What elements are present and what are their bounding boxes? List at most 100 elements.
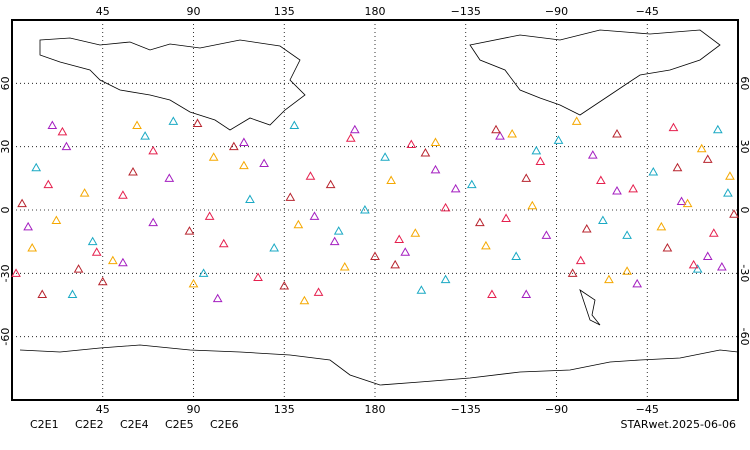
data-point bbox=[188, 278, 199, 288]
data-point bbox=[118, 257, 128, 267]
data-point bbox=[259, 158, 269, 168]
data-point bbox=[400, 247, 411, 256]
data-point bbox=[575, 255, 586, 265]
data-point bbox=[228, 141, 239, 151]
data-point bbox=[466, 179, 477, 189]
data-point bbox=[57, 126, 68, 136]
data-point bbox=[309, 211, 320, 220]
data-point bbox=[184, 226, 195, 235]
x-tick-label-top: 135 bbox=[274, 5, 295, 18]
data-point bbox=[349, 124, 360, 134]
data-point bbox=[325, 179, 336, 189]
data-point bbox=[491, 124, 501, 134]
data-point bbox=[676, 196, 687, 206]
data-point bbox=[622, 266, 632, 275]
data-point bbox=[239, 137, 249, 146]
data-point bbox=[511, 251, 522, 260]
data-point bbox=[148, 217, 159, 227]
data-point bbox=[43, 179, 54, 189]
x-tick-label: −45 bbox=[636, 403, 659, 416]
data-point bbox=[313, 287, 324, 296]
data-point bbox=[612, 128, 622, 138]
data-point bbox=[501, 213, 511, 222]
data-point bbox=[329, 236, 340, 246]
data-point bbox=[632, 278, 643, 288]
data-point bbox=[430, 164, 441, 174]
x-tick-label-top: −90 bbox=[545, 5, 568, 18]
data-point bbox=[87, 236, 98, 246]
data-point bbox=[708, 228, 719, 237]
data-point bbox=[531, 145, 542, 155]
data-point bbox=[31, 162, 42, 172]
data-point bbox=[51, 215, 62, 225]
data-point bbox=[17, 198, 27, 208]
data-point bbox=[587, 150, 598, 159]
y-tick-label: 60 bbox=[0, 76, 12, 90]
data-point bbox=[440, 202, 451, 212]
data-point bbox=[535, 156, 546, 165]
data-point bbox=[289, 120, 300, 130]
data-point bbox=[416, 285, 427, 294]
data-point bbox=[386, 175, 396, 184]
data-point bbox=[622, 230, 632, 239]
x-tick-label-top: 180 bbox=[365, 5, 386, 18]
data-point bbox=[380, 152, 390, 161]
data-point bbox=[128, 166, 138, 176]
data-point bbox=[333, 226, 344, 235]
data-point bbox=[212, 293, 223, 303]
data-point bbox=[279, 280, 290, 290]
data-point bbox=[420, 147, 431, 157]
y-tick-label: 30 bbox=[0, 140, 12, 154]
legend: C2E1 C2E2 C2E4 C2E5 C2E6 bbox=[30, 418, 239, 431]
data-point bbox=[581, 223, 592, 233]
data-point bbox=[712, 124, 723, 134]
data-point bbox=[168, 116, 179, 125]
data-point bbox=[192, 118, 203, 127]
data-point bbox=[541, 230, 552, 239]
data-point bbox=[717, 261, 727, 271]
data-point bbox=[723, 188, 733, 197]
data-point bbox=[360, 204, 370, 214]
data-point bbox=[370, 251, 380, 260]
data-point bbox=[140, 131, 150, 140]
data-point bbox=[648, 166, 659, 176]
data-point bbox=[269, 242, 280, 252]
legend-entry: C2E1 bbox=[30, 418, 59, 431]
data-point bbox=[729, 209, 739, 218]
data-point bbox=[725, 171, 735, 180]
x-tick-label: 135 bbox=[274, 403, 295, 416]
y-tick-label-right: -30 bbox=[738, 264, 750, 282]
data-point bbox=[692, 264, 703, 273]
y-tick-label-right: 30 bbox=[738, 140, 750, 154]
x-tick-label-top: 90 bbox=[187, 5, 201, 18]
data-point bbox=[521, 289, 532, 298]
data-point bbox=[481, 240, 491, 250]
data-point bbox=[67, 289, 78, 298]
data-point bbox=[598, 215, 608, 225]
data-point bbox=[507, 128, 517, 138]
data-point bbox=[253, 272, 263, 282]
data-point bbox=[118, 190, 128, 199]
data-point bbox=[218, 238, 229, 248]
legend-entry: C2E5 bbox=[165, 418, 194, 431]
y-tick-label: 0 bbox=[0, 207, 12, 214]
data-point bbox=[299, 295, 310, 305]
x-tick-label: −90 bbox=[545, 403, 568, 416]
data-point bbox=[73, 264, 84, 273]
data-point bbox=[567, 268, 578, 277]
x-tick-label: −135 bbox=[451, 403, 481, 416]
data-point bbox=[662, 242, 673, 252]
y-tick-label: -30 bbox=[0, 264, 12, 282]
data-point bbox=[285, 192, 296, 201]
data-point bbox=[410, 228, 421, 237]
data-point bbox=[628, 183, 638, 193]
legend-entry: C2E6 bbox=[210, 418, 239, 431]
data-point bbox=[672, 162, 683, 172]
data-point bbox=[682, 198, 693, 208]
data-point bbox=[204, 211, 215, 220]
data-point bbox=[696, 143, 707, 153]
x-tick-label-top: −45 bbox=[636, 5, 659, 18]
y-tick-label: -60 bbox=[0, 328, 12, 346]
x-tick-label-top: 45 bbox=[96, 5, 110, 18]
